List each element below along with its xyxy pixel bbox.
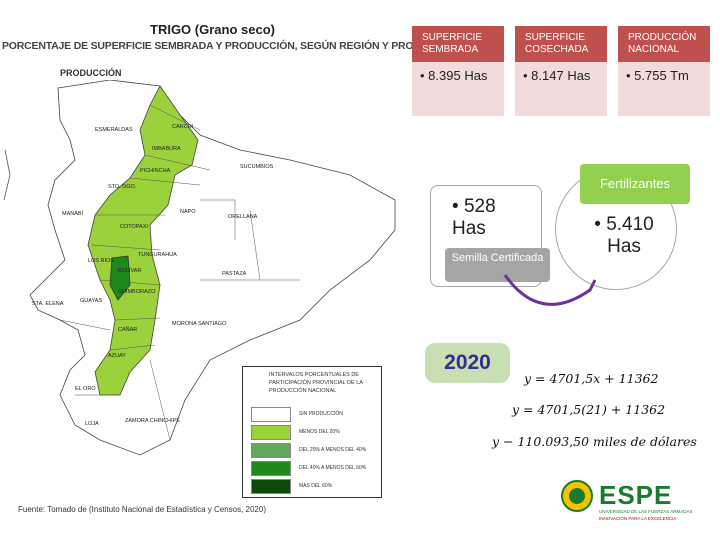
label-imbabura: IMBABURA <box>152 146 181 152</box>
espe-logo: ESPE UNIVERSIDAD DE LAS FUERZAS ARMADAS … <box>555 476 705 526</box>
legend-label: Sin producción <box>299 411 343 417</box>
label-pichincha: PICHINCHA <box>140 168 171 174</box>
sembrada-value: 8.395 Has <box>412 62 504 116</box>
legend-swatch <box>251 461 291 476</box>
label-cotopaxi: COTOPAXI <box>120 224 148 230</box>
legend-label: Del 40% a menos del 60% <box>299 465 367 471</box>
legend-item: Menos del 20% <box>251 425 376 441</box>
fertilizantes-value: 5.410 Has <box>584 214 664 258</box>
legend-swatch <box>251 407 291 422</box>
label-los-rios: LOS RÍOS <box>88 257 114 264</box>
year-badge: 2020 <box>425 343 510 383</box>
connector-arc <box>503 274 597 306</box>
label-zamora: ZAMORA CHINCHIPE <box>125 418 180 424</box>
map-legend: Intervalos porcentuales de participación… <box>242 366 382 498</box>
espe-seal-icon <box>561 480 593 512</box>
equation-1: y = 4701,5x + 11362 <box>524 371 659 386</box>
label-sta-elena: STA. ELENA <box>32 301 64 307</box>
equation-3: y − 110.093,50 miles de dólares <box>492 434 697 449</box>
legend-label: Menos del 20% <box>299 429 340 435</box>
semilla-label: Semilla Certificada <box>445 248 550 282</box>
label-tungurahua: TUNGURAHUA <box>138 252 177 258</box>
label-esmeraldas: ESMERALDAS <box>95 127 133 133</box>
label-bolivar: BOLÍVAR <box>118 267 141 274</box>
legend-item: Sin producción <box>251 407 376 423</box>
equation-2: y = 4701,5(21) + 11362 <box>512 402 666 417</box>
legend-swatch <box>251 425 291 440</box>
label-manabi: MANABÍ <box>62 210 84 217</box>
map-subtitle: PORCENTAJE DE SUPERFICIE SEMBRADA Y PROD… <box>2 40 448 52</box>
legend-title: Intervalos porcentuales de participación… <box>269 372 363 394</box>
semilla-value: 528 Has <box>452 196 527 240</box>
legend-swatch <box>251 443 291 458</box>
logo-subtext: UNIVERSIDAD DE LAS FUERZAS ARMADAS <box>599 509 693 514</box>
legend-label: Del 20% a menos del 40% <box>299 447 367 453</box>
label-loja: LOJA <box>85 421 99 427</box>
produccion-value: 5.755 Tm <box>618 62 710 116</box>
logo-tagline: INNOVACIÓN PARA LA EXCELENCIA <box>599 516 677 521</box>
label-napo: NAPO <box>180 209 196 215</box>
legend-item: Del 40% a menos del 60% <box>251 461 376 477</box>
legend-item: Del 20% a menos del 40% <box>251 443 376 459</box>
label-orellana: ORELLANA <box>228 214 258 220</box>
fertilizantes-label: Fertilizantes <box>580 164 690 204</box>
label-chimborazo: CHIMBORAZO <box>118 289 156 295</box>
label-canar: CAÑAR <box>118 326 137 333</box>
label-carchi: CARCHI <box>172 124 194 130</box>
label-sucumbios: SUCUMBÍOS <box>240 163 274 170</box>
map-title: TRIGO (Grano seco) <box>150 22 275 37</box>
logo-text: ESPE <box>599 480 673 510</box>
label-azuay: AZUAY <box>108 353 126 359</box>
legend-swatch <box>251 479 291 494</box>
cosechada-value: 8.147 Has <box>515 62 607 116</box>
label-guayas: GUAYAS <box>80 298 102 304</box>
label-pastaza: PASTAZA <box>222 271 247 277</box>
bolivar-region <box>109 255 131 301</box>
source-note: Fuente: Tomado de (Instituto Nacional de… <box>18 505 266 514</box>
legend-item: Más del 60% <box>251 479 376 495</box>
label-morona-santiago: MORONA SANTIAGO <box>172 321 227 327</box>
map-panel-label: PRODUCCIÓN <box>60 68 122 78</box>
label-el-oro: EL ORO <box>75 386 96 392</box>
ecuador-map: CARCHI ESMERALDAS IMBABURA PICHINCHA SUC… <box>3 80 396 456</box>
label-sto-dgo: STO. DGO. <box>108 184 137 190</box>
legend-label: Más del 60% <box>299 483 333 489</box>
